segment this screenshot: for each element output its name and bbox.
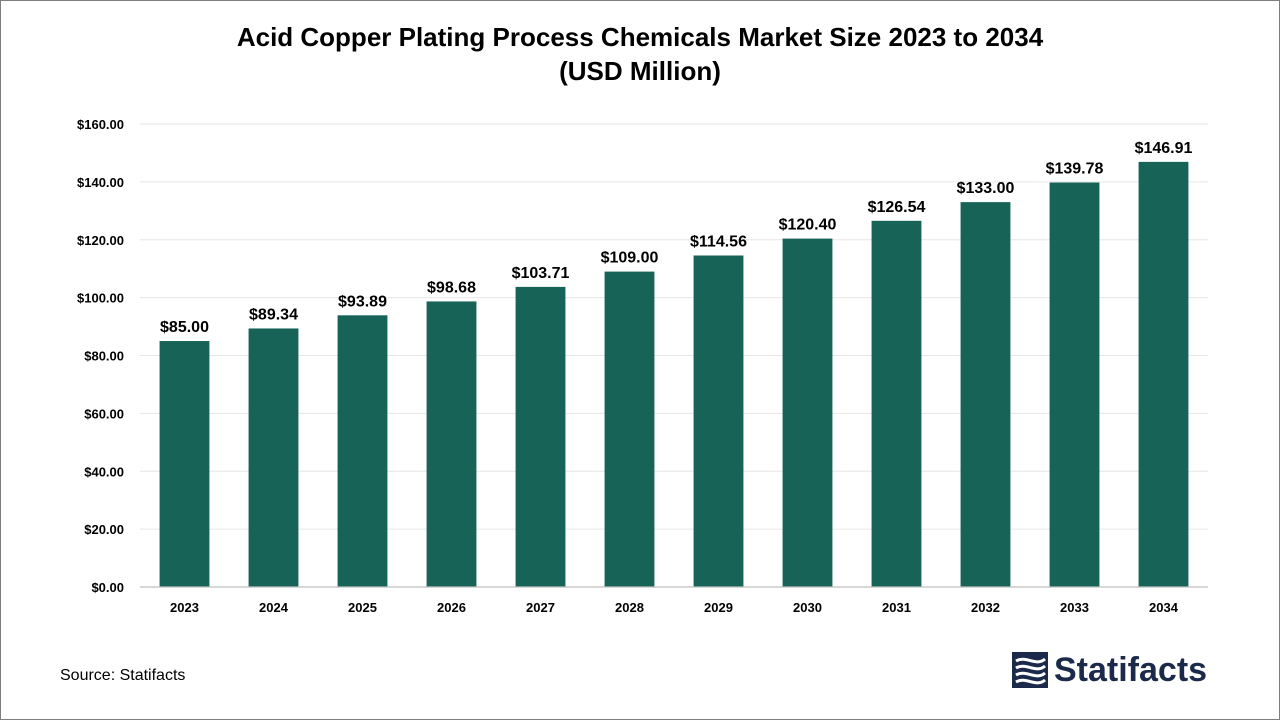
bar	[960, 202, 1011, 587]
y-tick-label: $160.00	[77, 117, 124, 132]
bar	[1049, 182, 1100, 587]
y-tick-label: $0.00	[91, 580, 124, 595]
x-tick-label: 2032	[971, 600, 1000, 615]
y-tick-label: $60.00	[84, 406, 124, 421]
statifacts-logo-icon	[1012, 652, 1048, 688]
data-label: $126.54	[868, 199, 926, 216]
source-note: Source: Statifacts	[60, 667, 186, 684]
data-label: $98.68	[427, 279, 476, 296]
data-label: $85.00	[160, 319, 209, 336]
x-tick-label: 2033	[1060, 600, 1089, 615]
data-label: $109.00	[601, 250, 659, 267]
statifacts-logo: Statifacts	[1012, 650, 1207, 690]
bar	[604, 271, 655, 587]
y-tick-label: $100.00	[77, 291, 124, 306]
data-label: $146.91	[1135, 140, 1193, 157]
bar	[1138, 161, 1189, 587]
y-tick-label: $40.00	[84, 464, 124, 479]
x-tick-label: 2031	[882, 600, 911, 615]
bar	[693, 255, 744, 587]
data-label: $133.00	[957, 180, 1015, 197]
x-tick-label: 2024	[259, 600, 289, 615]
bar	[248, 328, 299, 587]
bar	[871, 220, 922, 587]
chart-title-line1: Acid Copper Plating Process Chemicals Ma…	[236, 22, 1044, 52]
data-label: $120.40	[779, 217, 837, 234]
x-tick-label: 2026	[437, 600, 466, 615]
x-tick-label: 2030	[793, 600, 822, 615]
data-label: $89.34	[249, 306, 298, 323]
data-label: $139.78	[1046, 161, 1104, 178]
bar	[426, 301, 477, 587]
chart-title-line2: (USD Million)	[559, 56, 721, 86]
data-label: $103.71	[512, 265, 570, 282]
x-tick-label: 2025	[348, 600, 377, 615]
chart-title: Acid Copper Plating Process Chemicals Ma…	[0, 20, 1280, 88]
x-tick-label: 2034	[1149, 600, 1179, 615]
bar	[337, 315, 388, 587]
x-tick-label: 2029	[704, 600, 733, 615]
bar	[159, 341, 210, 587]
bar	[515, 286, 566, 587]
x-tick-label: 2023	[170, 600, 199, 615]
data-label: $114.56	[690, 233, 747, 250]
y-tick-label: $120.00	[77, 233, 124, 248]
y-tick-label: $80.00	[84, 349, 124, 364]
y-tick-label: $20.00	[84, 522, 124, 537]
statifacts-logo-text: Statifacts	[1054, 650, 1208, 689]
x-tick-label: 2028	[615, 600, 644, 615]
y-tick-label: $140.00	[77, 175, 124, 190]
x-tick-label: 2027	[526, 600, 555, 615]
bar	[782, 238, 833, 587]
data-label: $93.89	[338, 293, 387, 310]
